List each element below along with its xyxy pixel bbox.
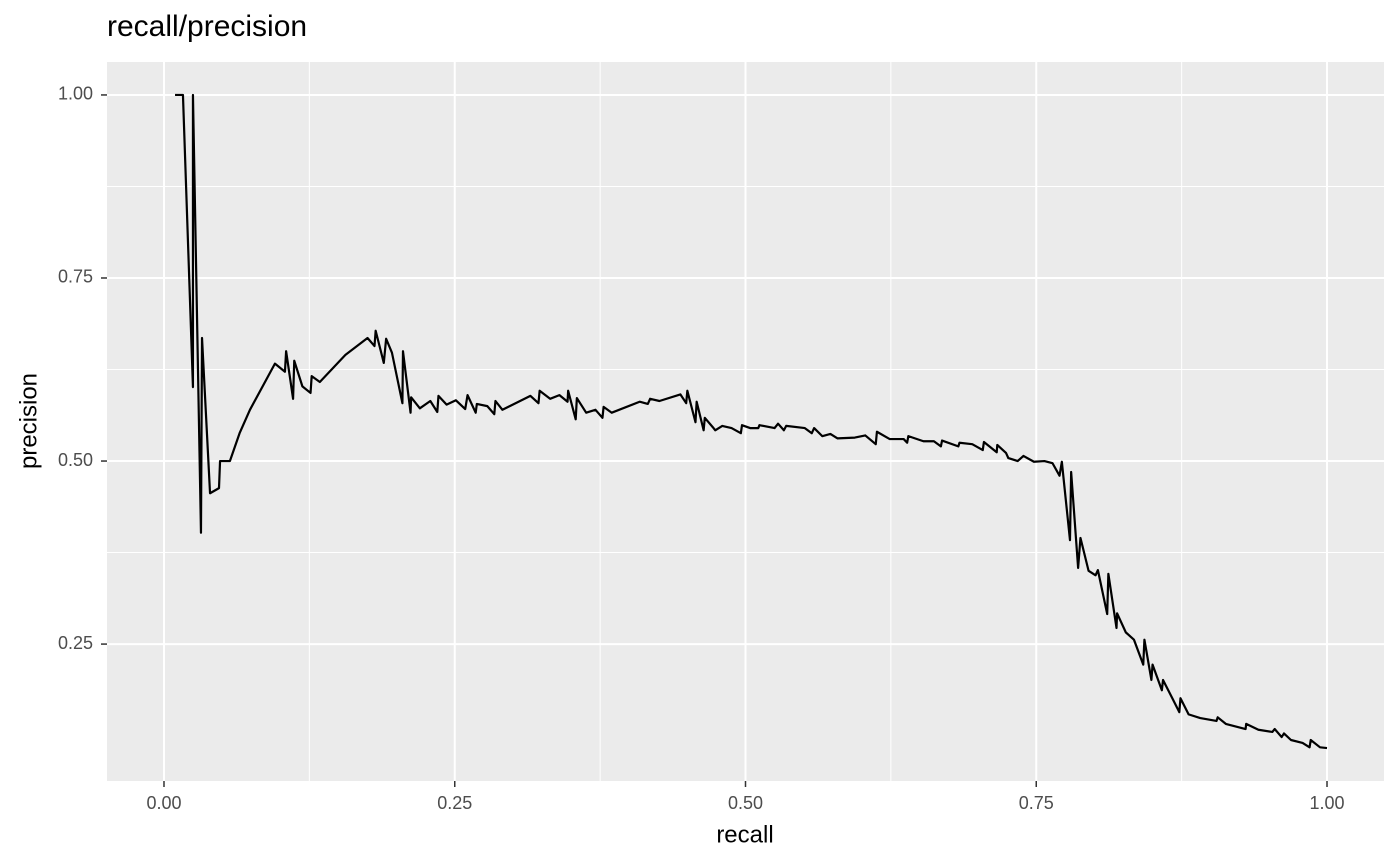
y-tick-label: 0.75 — [58, 267, 93, 287]
y-tick-label: 1.00 — [58, 84, 93, 104]
y-axis-title: precision — [15, 373, 42, 469]
chart-title: recall/precision — [107, 10, 307, 43]
x-tick-label: 0.75 — [1019, 793, 1054, 813]
precision-line — [175, 93, 1328, 750]
y-tick-label: 0.50 — [58, 450, 93, 470]
x-tick-label: 0.00 — [146, 793, 181, 813]
x-tick-label: 1.00 — [1309, 793, 1344, 813]
x-tick-label: 0.25 — [437, 793, 472, 813]
y-tick-label: 0.25 — [58, 633, 93, 653]
x-axis-title: recall — [716, 821, 773, 848]
x-tick-label: 0.50 — [728, 793, 763, 813]
